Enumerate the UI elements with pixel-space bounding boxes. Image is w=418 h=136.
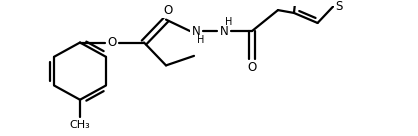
Text: H: H	[225, 18, 233, 27]
Text: N: N	[219, 25, 228, 38]
Text: O: O	[163, 4, 173, 17]
Text: S: S	[335, 0, 343, 13]
Text: N: N	[191, 25, 200, 38]
Text: O: O	[107, 36, 117, 49]
Text: H: H	[197, 35, 205, 45]
Text: O: O	[247, 61, 257, 74]
Text: CH₃: CH₃	[70, 120, 90, 130]
